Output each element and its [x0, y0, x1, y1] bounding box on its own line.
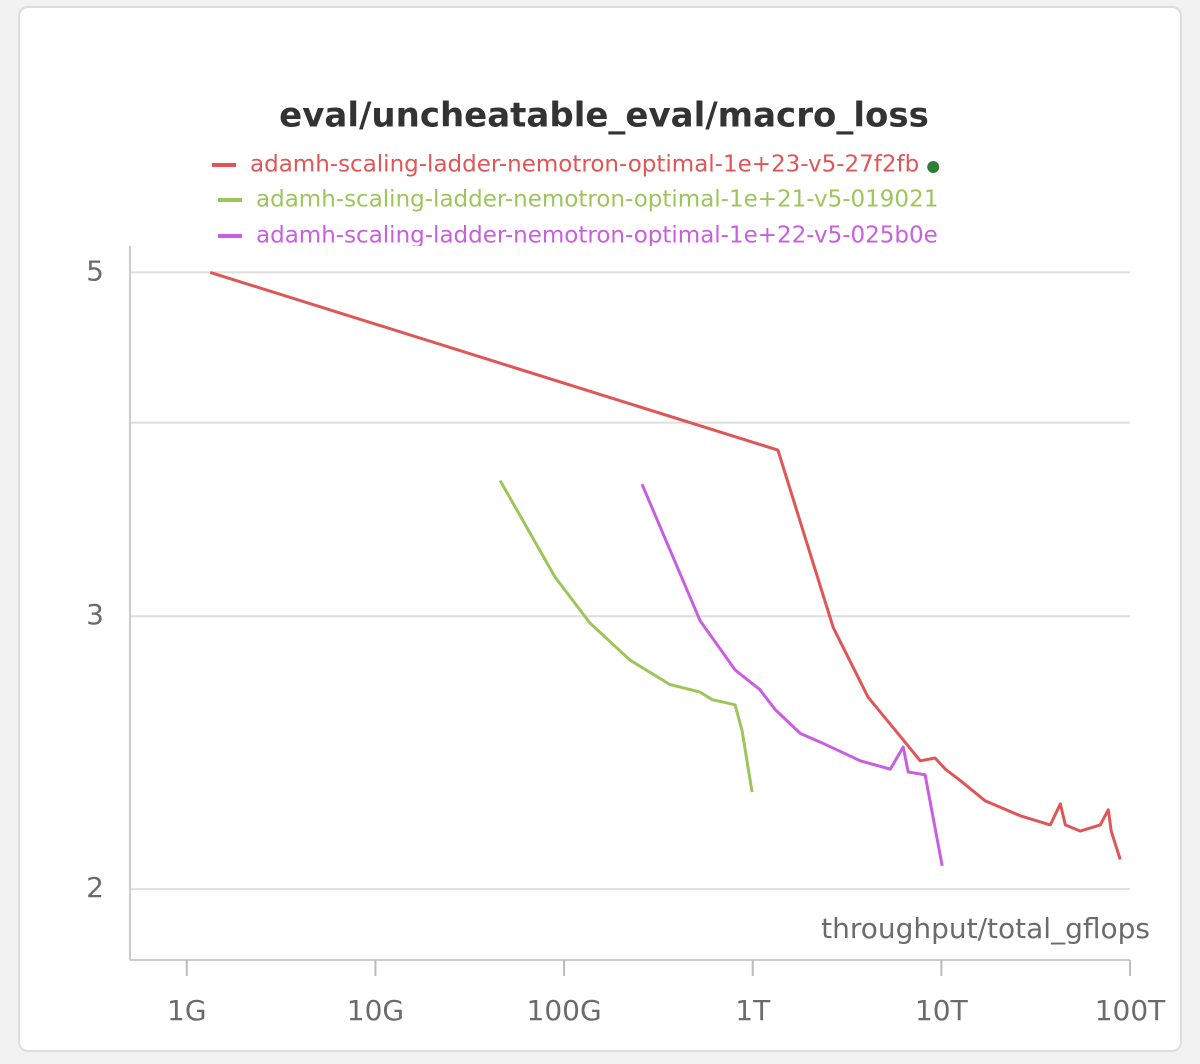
legend-label: adamh-scaling-ladder-nemotron-optimal-1e…: [250, 152, 919, 178]
y-tick-label: 3: [86, 598, 104, 631]
x-tick-label: 10T: [915, 994, 969, 1027]
x-tick-label: 1G: [167, 994, 207, 1027]
legend-label: adamh-scaling-ladder-nemotron-optimal-1e…: [256, 223, 938, 249]
series-line: [498, 479, 754, 793]
active-indicator: [927, 161, 940, 173]
x-tick-label: 100T: [1095, 994, 1166, 1027]
legend-clip: [200, 246, 1020, 266]
y-tick-label: 5: [86, 254, 104, 287]
series-line: [640, 483, 944, 867]
x-tick-label: 10G: [347, 994, 404, 1027]
legend-label: adamh-scaling-ladder-nemotron-optimal-1e…: [256, 187, 938, 213]
series-line: [209, 270, 1122, 860]
x-tick-label: 100G: [527, 994, 602, 1027]
y-tick-label: 2: [86, 871, 104, 904]
chart-title: eval/uncheatable_eval/macro_loss: [279, 96, 929, 136]
x-axis-label: throughput/total_gflops: [821, 912, 1150, 945]
x-tick-label: 1T: [735, 994, 771, 1027]
chart-card: [18, 6, 1182, 1052]
